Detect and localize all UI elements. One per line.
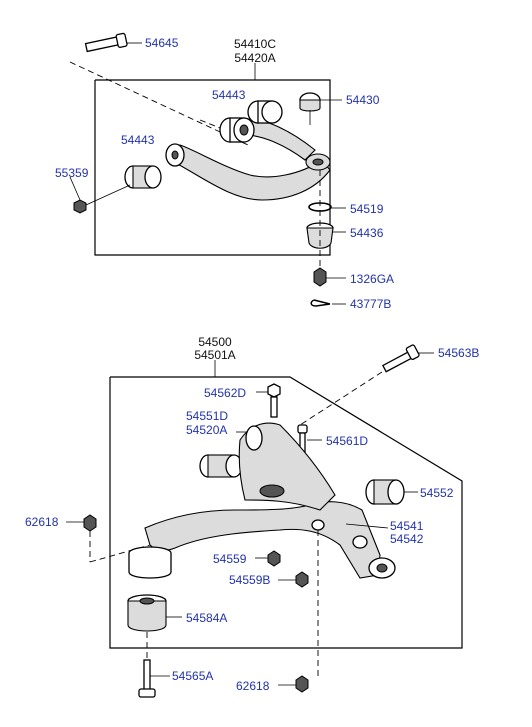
lower-arm-title-line1: 54500 [198,335,232,349]
bolt-54561D[interactable] [297,424,322,462]
upper-arm-body [169,144,331,201]
label-bushing-54551D: 54551D [186,409,228,423]
upper-arm-frame [94,79,331,256]
label-bushing-54520A: 54520A [186,423,227,437]
label-bushing-left: 54443 [121,133,155,147]
label-bolt-54565A: 54565A [172,669,213,683]
label-bolt-54562D: 54562D [204,386,246,400]
label-bolt-54645: 54645 [145,36,179,50]
bushing-54552[interactable] [365,479,418,505]
label-arm-54542: 54542 [390,532,424,546]
label-cotter-pin: 43777B [350,297,391,311]
bolt-54563B[interactable] [299,344,434,426]
label-bolt-54563B: 54563B [438,346,479,360]
lower-arm-frame [109,376,463,649]
snap-ring-54519[interactable] [308,202,346,212]
nut-1326GA[interactable] [313,267,346,287]
label-nut-62618-left: 62618 [25,515,59,529]
label-arm-54541: 54541 [390,519,424,533]
lower-arm-body [144,501,381,579]
label-nut-1326GA: 1326GA [350,272,394,286]
upper-arm-title-line1: 54410C [234,37,276,51]
upper-arm-group [69,32,346,307]
label-bushing-center: 54443 [212,88,246,102]
label-nut-55359: 55359 [55,166,89,180]
label-nut-54559B: 54559B [229,573,270,587]
nut-54559B[interactable] [278,571,309,588]
label-ball-joint: 54430 [346,93,380,107]
ball-joint-54430[interactable] [299,92,342,125]
label-bushing-54584A: 54584A [186,611,227,625]
bushing-54551D-54520A[interactable] [199,431,250,478]
label-washer-54559: 54559 [213,552,247,566]
boot-54436[interactable] [306,222,346,249]
nut-62618-bottom[interactable] [278,530,319,693]
nut-55359[interactable] [69,176,131,214]
washer-54559[interactable] [255,550,281,567]
bushing-54443-left[interactable] [124,165,162,189]
bushing-54443-center[interactable] [219,117,255,143]
label-boot: 54436 [350,226,384,240]
bushing-54584A[interactable] [127,594,182,632]
upper-arm-title-line2: 54420A [234,51,275,65]
lower-arm-title-line2: 54501A [194,348,235,362]
cotter-pin-43777B[interactable] [310,299,346,307]
label-nut-62618-bottom: 62618 [236,679,270,693]
bolt-54565A[interactable] [138,632,170,698]
lower-arm-group [66,344,463,698]
bolt-54645[interactable] [69,32,251,146]
label-bolt-54561D: 54561D [326,434,368,448]
label-bushing-54552: 54552 [420,486,454,500]
bolt-54562D[interactable] [256,383,281,418]
label-snap-ring: 54519 [350,202,384,216]
